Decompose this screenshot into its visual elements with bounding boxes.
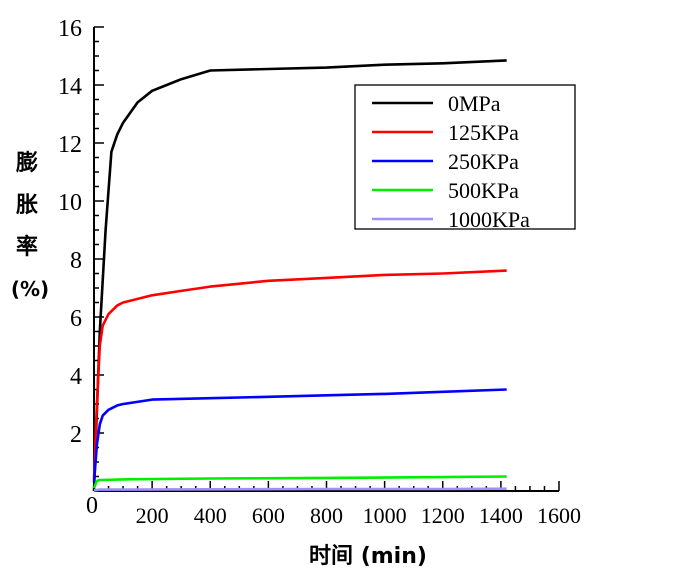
- legend-label-500KPa: 500KPa: [448, 178, 519, 203]
- x-tick-label: 1400: [479, 503, 523, 528]
- origin-label: 0: [86, 493, 98, 519]
- series-line-500KPa: [92, 475, 507, 489]
- legend-label-250KPa: 250KPa: [448, 149, 519, 174]
- y-tick-label: 2: [70, 422, 82, 448]
- x-tick-label: 400: [194, 503, 227, 528]
- y-tick-label: 4: [70, 364, 82, 390]
- series-line-125KPa: [92, 269, 507, 480]
- legend: 0MPa 125KPa 250KPa 500KPa 1000KPa: [354, 84, 576, 232]
- y-tick-label: 14: [58, 74, 82, 100]
- legend-label-125KPa: 125KPa: [448, 120, 519, 145]
- series-line-250KPa: [92, 388, 507, 483]
- x-ticks: 200 400 600 800 1000 1200 1400 1600: [93, 481, 581, 528]
- y-axis-title-line-1: 膨: [15, 151, 38, 176]
- series-line-0MPa: [92, 59, 507, 492]
- y-axis-title-line-3: 率: [16, 234, 38, 260]
- series-lines: [92, 59, 507, 492]
- y-tick-label: 16: [58, 16, 82, 42]
- x-axis-title: 时间 (min): [309, 544, 427, 569]
- legend-box: [354, 84, 576, 230]
- series-line-1000KPa: [93, 487, 507, 492]
- y-axis-title: 膨 胀 率 (%): [11, 151, 49, 301]
- y-axis-title-line-2: 胀: [16, 193, 38, 218]
- x-tick-label: 200: [136, 503, 169, 528]
- x-tick-label: 1200: [421, 503, 465, 528]
- y-axis-title-line-4: (%): [11, 277, 49, 301]
- y-tick-label: 12: [58, 132, 82, 158]
- x-tick-label: 1600: [537, 503, 581, 528]
- y-ticks: 2 4 6 8 10 12 14 16 0: [58, 16, 104, 519]
- y-tick-label: 6: [70, 306, 82, 332]
- x-tick-label: 600: [252, 503, 285, 528]
- y-tick-label: 8: [70, 248, 82, 274]
- legend-label-1000KPa: 1000KPa: [448, 207, 530, 232]
- x-tick-label: 800: [310, 503, 343, 528]
- legend-label-0MPa: 0MPa: [448, 91, 501, 116]
- y-tick-label: 10: [58, 190, 82, 216]
- x-tick-label: 1000: [363, 503, 407, 528]
